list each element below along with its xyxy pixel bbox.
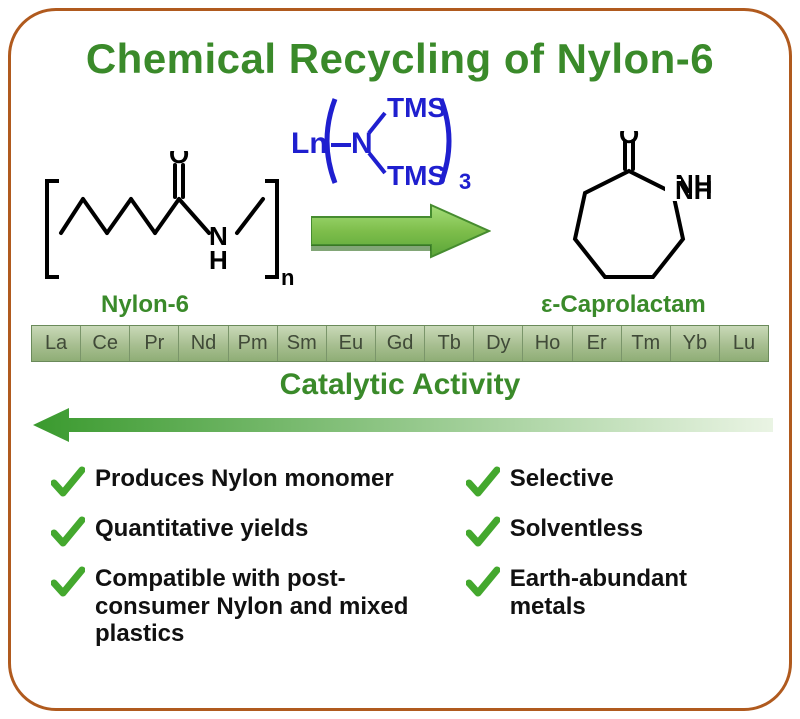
element-cell: Eu: [327, 326, 376, 361]
reaction-scheme: Ln N TMS TMS 3: [11, 91, 789, 321]
feature-text: Compatible with post-consumer Nylon and …: [95, 565, 456, 648]
n-tms-bond-top: [369, 113, 385, 133]
check-icon: [466, 565, 500, 599]
element-cell: Gd: [376, 326, 425, 361]
element-cell: Lu: [720, 326, 768, 361]
element-cell: La: [32, 326, 81, 361]
activity-gradient-arrow: [33, 408, 773, 442]
infographic-frame: Chemical Recycling of Nylon-6 Ln N TMS T…: [8, 8, 792, 711]
element-cell: Yb: [671, 326, 720, 361]
element-cell: Pr: [130, 326, 179, 361]
catalyst-tms-bot: TMS: [387, 160, 446, 191]
paren-left: [327, 99, 335, 183]
svg-text:O: O: [169, 151, 189, 169]
feature-text: Quantitative yields: [95, 515, 308, 543]
svg-text:NH: NH: [675, 175, 713, 205]
lanthanide-row: La Ce Pr Nd Pm Sm Eu Gd Tb Dy Ho Er Tm Y…: [31, 325, 769, 362]
element-cell: Sm: [278, 326, 327, 361]
page-title: Chemical Recycling of Nylon-6: [11, 35, 789, 83]
feature-item: Selective: [466, 465, 749, 499]
activity-label: Catalytic Activity: [11, 368, 789, 402]
check-icon: [466, 515, 500, 549]
feature-text: Solventless: [510, 515, 643, 543]
check-icon: [466, 465, 500, 499]
catalyst-sub: 3: [459, 169, 471, 191]
feature-item: Quantitative yields: [51, 515, 456, 549]
element-cell: Ho: [523, 326, 572, 361]
feature-text: Selective: [510, 465, 614, 493]
element-cell: Tm: [622, 326, 671, 361]
check-icon: [51, 465, 85, 499]
catalyst-tms-top: TMS: [387, 92, 446, 123]
reaction-arrow: [311, 201, 491, 261]
reactant-label: Nylon-6: [101, 291, 189, 319]
element-cell: Ce: [81, 326, 130, 361]
feature-text: Earth-abundant metals: [510, 565, 749, 620]
n-tms-bond-bot: [369, 153, 385, 173]
feature-item: Solventless: [466, 515, 749, 549]
nylon6-structure: O N H n: [41, 151, 311, 291]
product-label: ε-Caprolactam: [541, 291, 706, 319]
svg-text:O: O: [619, 131, 639, 149]
feature-item: Earth-abundant metals: [466, 565, 749, 648]
feature-item: Produces Nylon monomer: [51, 465, 456, 499]
check-icon: [51, 515, 85, 549]
caprolactam-structure: O NH NH: [541, 131, 721, 301]
element-cell: Pm: [229, 326, 278, 361]
element-cell: Tb: [425, 326, 474, 361]
svg-text:n: n: [281, 265, 294, 290]
svg-text:H: H: [209, 245, 228, 275]
element-cell: Er: [573, 326, 622, 361]
feature-item: Compatible with post-consumer Nylon and …: [51, 565, 456, 648]
feature-text: Produces Nylon monomer: [95, 465, 394, 493]
check-icon: [51, 565, 85, 599]
element-cell: Dy: [474, 326, 523, 361]
element-cell: Nd: [179, 326, 228, 361]
feature-list: Produces Nylon monomer Selective Quantit…: [51, 465, 749, 648]
